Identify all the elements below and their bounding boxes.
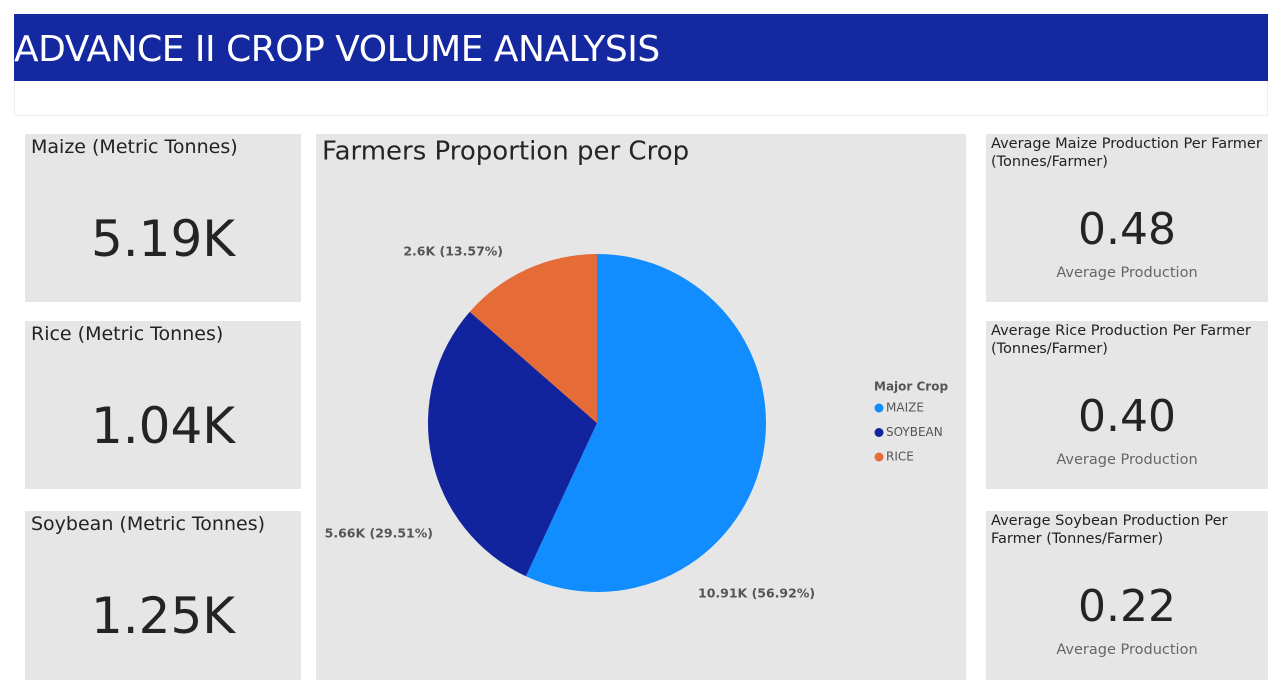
legend-marker <box>874 428 884 437</box>
card-title: Average Maize Production Per Farmer (Ton… <box>991 136 1262 170</box>
average-card: Average Rice Production Per Farmer (Tonn… <box>986 321 1268 489</box>
average-card: Average Maize Production Per Farmer (Ton… <box>986 134 1268 302</box>
data-label: 10.91K (56.92%) <box>698 586 815 601</box>
card-value: 1.25K <box>90 587 236 645</box>
card-value: 0.40 <box>1078 391 1176 442</box>
card-label: Average Production <box>1056 642 1198 658</box>
legend-title: Major Crop <box>874 380 948 394</box>
legend-marker <box>874 452 884 462</box>
legend-label: RICE <box>886 450 914 464</box>
card-value: 0.48 <box>1078 204 1176 255</box>
pie-slice <box>469 254 597 423</box>
kpi-card: Maize (Metric Tonnes) 5.19K <box>25 134 301 302</box>
pie-chart: Farmers Proportion per Crop Major Crop 1… <box>322 137 948 601</box>
card-value: 5.19K <box>90 210 236 268</box>
pie-panel: Farmers Proportion per Crop Major Crop 1… <box>316 134 966 680</box>
legend-label: MAIZE <box>886 401 924 415</box>
data-label: 2.6K (13.57%) <box>403 244 503 259</box>
header-strip <box>14 81 1268 116</box>
kpi-card: Rice (Metric Tonnes) 1.04K <box>25 321 301 489</box>
card-value: 0.22 <box>1078 581 1176 632</box>
kpi-card: Soybean (Metric Tonnes) 1.25K <box>25 511 301 680</box>
chart-title: Farmers Proportion per Crop <box>322 137 689 167</box>
header: ADVANCE II CROP VOLUME ANALYSIS <box>14 14 1268 81</box>
card-title: Average Soybean Production Per Farmer (T… <box>991 513 1228 547</box>
card-title: Maize (Metric Tonnes) <box>31 136 238 158</box>
card-label: Average Production <box>1056 452 1198 468</box>
data-label: 5.66K (29.51%) <box>325 526 433 541</box>
legend-marker <box>874 403 884 413</box>
card-label: Average Production <box>1056 265 1198 281</box>
card-title: Average Rice Production Per Farmer (Tonn… <box>991 323 1251 357</box>
pie-slice <box>428 311 597 577</box>
legend-label: SOYBEAN <box>886 425 943 439</box>
card-title: Soybean (Metric Tonnes) <box>31 513 266 535</box>
card-value: 1.04K <box>90 397 236 455</box>
average-card: Average Soybean Production Per Farmer (T… <box>986 511 1268 680</box>
header-title: ADVANCE II CROP VOLUME ANALYSIS <box>14 29 660 70</box>
card-title: Rice (Metric Tonnes) <box>31 323 224 345</box>
pie-slice <box>525 254 766 592</box>
